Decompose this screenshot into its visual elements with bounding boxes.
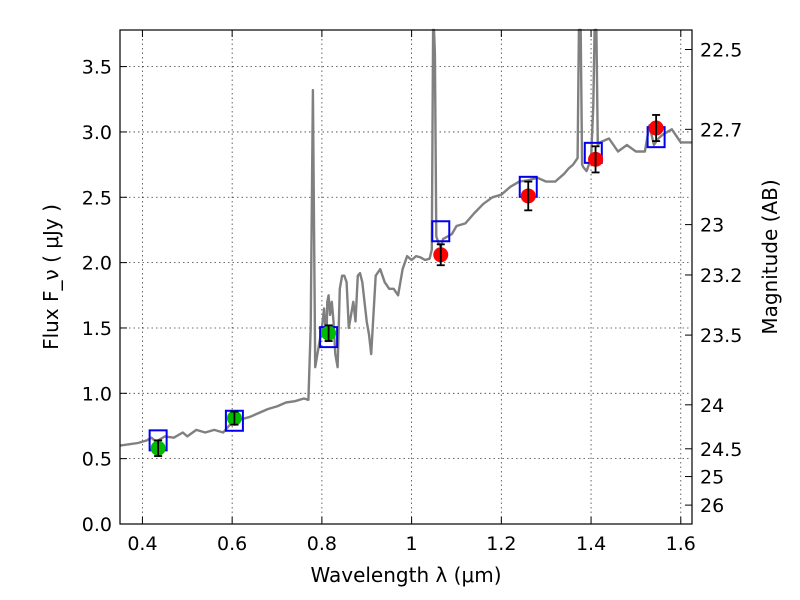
x-tick-label: 1.6 <box>666 533 696 555</box>
plot-frame <box>119 29 693 525</box>
y-tick-label: 2.5 <box>82 187 112 209</box>
spectrum-line <box>119 28 692 447</box>
right-tick-label: 22.5 <box>700 40 742 62</box>
y-axis-title: Flux F_ν ( μJy ) <box>39 204 63 350</box>
y-tick-label: 2.0 <box>82 253 112 275</box>
right-tick-label: 24 <box>700 395 724 417</box>
x-tick-label: 0.4 <box>127 533 157 555</box>
y-tick-label: 3.5 <box>82 57 112 79</box>
y-tick-label: 1.5 <box>82 318 112 340</box>
right-tick-label: 24.5 <box>700 439 742 461</box>
right-tick-label: 23 <box>700 215 724 237</box>
x-tick-label: 1.2 <box>486 533 516 555</box>
marker-layer <box>148 114 666 457</box>
right-axis-title: Magnitude (AB) <box>758 179 782 334</box>
y-tick-label: 0.0 <box>82 514 112 536</box>
right-tick-label: 22.7 <box>700 119 742 141</box>
x-tick-label: 0.6 <box>217 533 247 555</box>
model-photometry-square <box>431 220 451 243</box>
x-axis-title: Wavelength λ (μm) <box>310 563 501 587</box>
right-tick-label: 25 <box>700 467 724 489</box>
right-tick-label: 23.5 <box>700 325 742 347</box>
y-tick-label: 0.5 <box>82 449 112 471</box>
spectrum-layer <box>119 28 692 447</box>
x-tick-label: 1 <box>406 533 418 555</box>
x-tick-label: 1.4 <box>576 533 606 555</box>
grid <box>120 30 692 525</box>
y-tick-label: 1.0 <box>82 383 112 405</box>
right-tick-label: 23.2 <box>700 265 742 287</box>
tick-layer: 0.4 0.6 0.8 1 1.2 1.4 1.6 0.0 0.5 1.0 1.5 2.0 2.5 3.0… <box>82 30 742 555</box>
y-tick-label: 3.0 <box>82 122 112 144</box>
x-tick-label: 0.8 <box>307 533 337 555</box>
right-tick-label: 26 <box>700 495 724 517</box>
